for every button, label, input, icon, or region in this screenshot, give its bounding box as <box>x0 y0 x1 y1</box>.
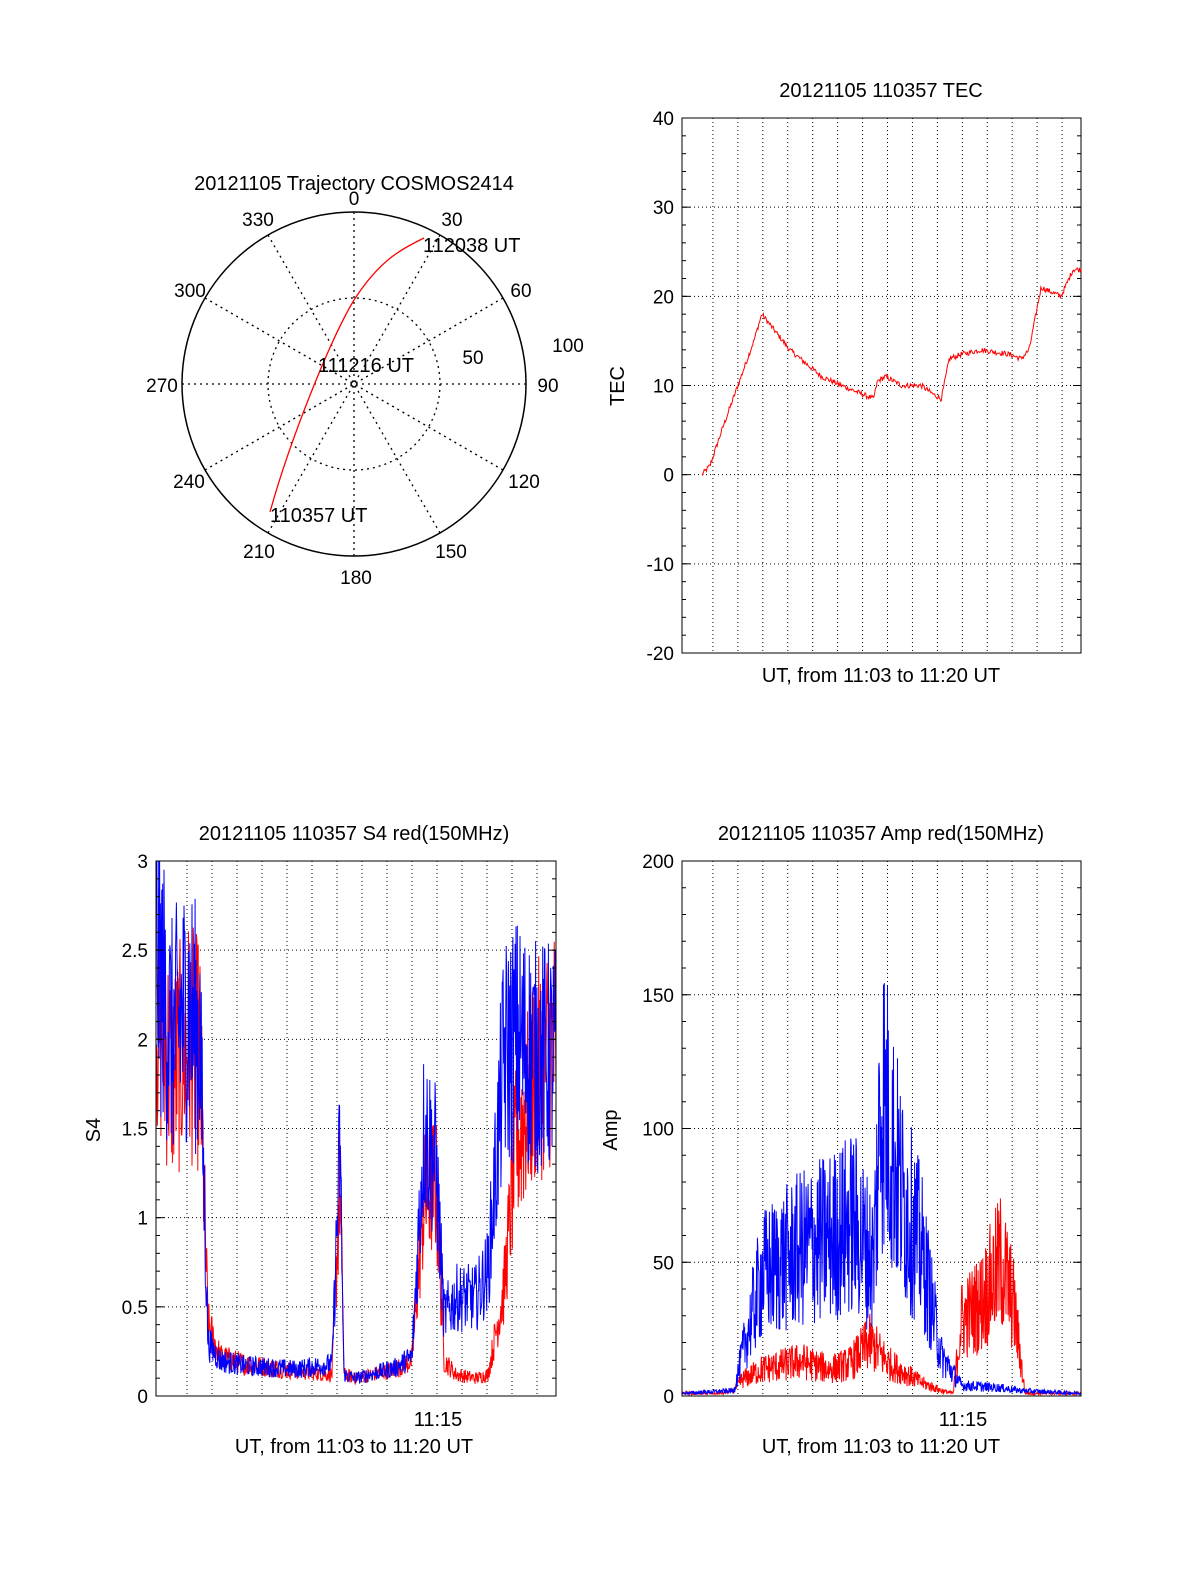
y-tick-label: 0 <box>663 1387 674 1408</box>
trajectory-start-label: 110357 UT <box>270 505 367 527</box>
tec-y-axis-label: TEC <box>607 366 629 406</box>
y-tick-label: 1.5 <box>122 1120 148 1141</box>
azimuth-label-330: 330 <box>242 210 274 231</box>
polar-trajectory-line <box>269 237 425 513</box>
s4-panel: 20121105 110357 S4 red(150MHz) 0 0.5 1 1.5 2… <box>83 823 557 1458</box>
polar-outer-ring <box>181 211 527 557</box>
trajectory-mid-label: 111216 UT <box>318 355 414 377</box>
polar-title: 20121105 Trajectory COSMOS2414 <box>194 173 514 195</box>
tec-title: 20121105 110357 TEC <box>779 80 983 102</box>
y-tick-label: 20 <box>653 287 674 308</box>
azimuth-label-300: 300 <box>174 281 206 302</box>
s4-y-ticks: 0 0.5 1 1.5 2 2.5 3 <box>122 852 556 1408</box>
azimuth-label-150: 150 <box>435 542 467 563</box>
tec-grid <box>682 118 1081 653</box>
y-tick-label: -10 <box>647 555 674 576</box>
azimuth-label-60: 60 <box>510 281 531 302</box>
elevation-ring-label-100: 100 <box>552 336 584 357</box>
polar-annotations: 112038 UT 111216 UT 110357 UT <box>270 235 520 527</box>
azimuth-label-120: 120 <box>508 472 540 493</box>
azimuth-label-30: 30 <box>441 210 462 231</box>
s4-x-axis-label: UT, from 11:03 to 11:20 UT <box>235 1436 473 1458</box>
amp-title: 20121105 110357 Amp red(150MHz) <box>718 823 1044 845</box>
amp-series <box>681 983 1082 1397</box>
s4-grid <box>156 861 556 1396</box>
azimuth-label-90: 90 <box>537 376 558 397</box>
polar-grid <box>182 212 526 556</box>
y-tick-label: 0 <box>663 466 674 487</box>
polar-inner-ring <box>267 297 441 471</box>
s4-y-axis-label: S4 <box>83 1118 105 1142</box>
series-line-red <box>681 1198 1082 1397</box>
y-tick-label: 2 <box>137 1030 148 1051</box>
azimuth-label-0: 0 <box>349 189 360 210</box>
tec-y-ticks: -20 -10 0 10 20 30 40 <box>647 109 1081 665</box>
tec-series <box>701 267 1082 477</box>
trajectory-end-label: 112038 UT <box>423 235 520 257</box>
series-line-red <box>155 888 557 1386</box>
series-line-red <box>701 267 1082 477</box>
y-tick-label: 3 <box>137 852 148 873</box>
amp-grid <box>682 861 1081 1396</box>
y-tick-label: 30 <box>653 198 674 219</box>
azimuth-label-270: 270 <box>146 376 178 397</box>
tec-plot-frame <box>681 117 1082 654</box>
elevation-ring-label-50: 50 <box>462 348 483 369</box>
azimuth-label-180: 180 <box>340 568 372 589</box>
s4-x-tick-label: 11:15 <box>414 1409 463 1431</box>
azimuth-label-240: 240 <box>173 472 205 493</box>
y-tick-label: 0 <box>137 1387 148 1408</box>
series-line-blue <box>155 860 557 1384</box>
polar-azimuth-labels: 0 30 60 90 120 150 180 210 240 270 300 3… <box>146 189 558 589</box>
y-tick-label: 2.5 <box>122 941 148 962</box>
amp-x-axis-label: UT, from 11:03 to 11:20 UT <box>762 1436 1000 1458</box>
y-tick-label: 200 <box>642 852 674 873</box>
y-tick-label: 0.5 <box>122 1298 148 1319</box>
y-tick-label: -20 <box>647 644 674 665</box>
polar-ring-labels: 50 100 <box>462 336 583 369</box>
y-tick-label: 50 <box>653 1253 674 1274</box>
y-tick-label: 1 <box>137 1209 148 1230</box>
y-tick-label: 100 <box>642 1120 674 1141</box>
y-tick-label: 10 <box>653 377 674 398</box>
y-tick-label: 40 <box>653 109 674 130</box>
s4-series <box>155 860 557 1386</box>
azimuth-label-210: 210 <box>243 542 275 563</box>
s4-title: 20121105 110357 S4 red(150MHz) <box>199 823 510 845</box>
tec-x-axis-label: UT, from 11:03 to 11:20 UT <box>762 665 1000 687</box>
series-line-blue <box>681 983 1082 1397</box>
y-tick-label: 150 <box>642 986 674 1007</box>
polar-panel: 20121105 Trajectory COSMOS2414 0 30 60 9… <box>146 173 584 589</box>
amp-y-axis-label: Amp <box>600 1109 622 1150</box>
amp-y-ticks: 0 50 100 150 200 <box>642 852 1081 1408</box>
amp-panel: 20121105 110357 Amp red(150MHz) 0 50 100 15… <box>600 823 1082 1458</box>
amp-x-tick-label: 11:15 <box>939 1409 988 1431</box>
